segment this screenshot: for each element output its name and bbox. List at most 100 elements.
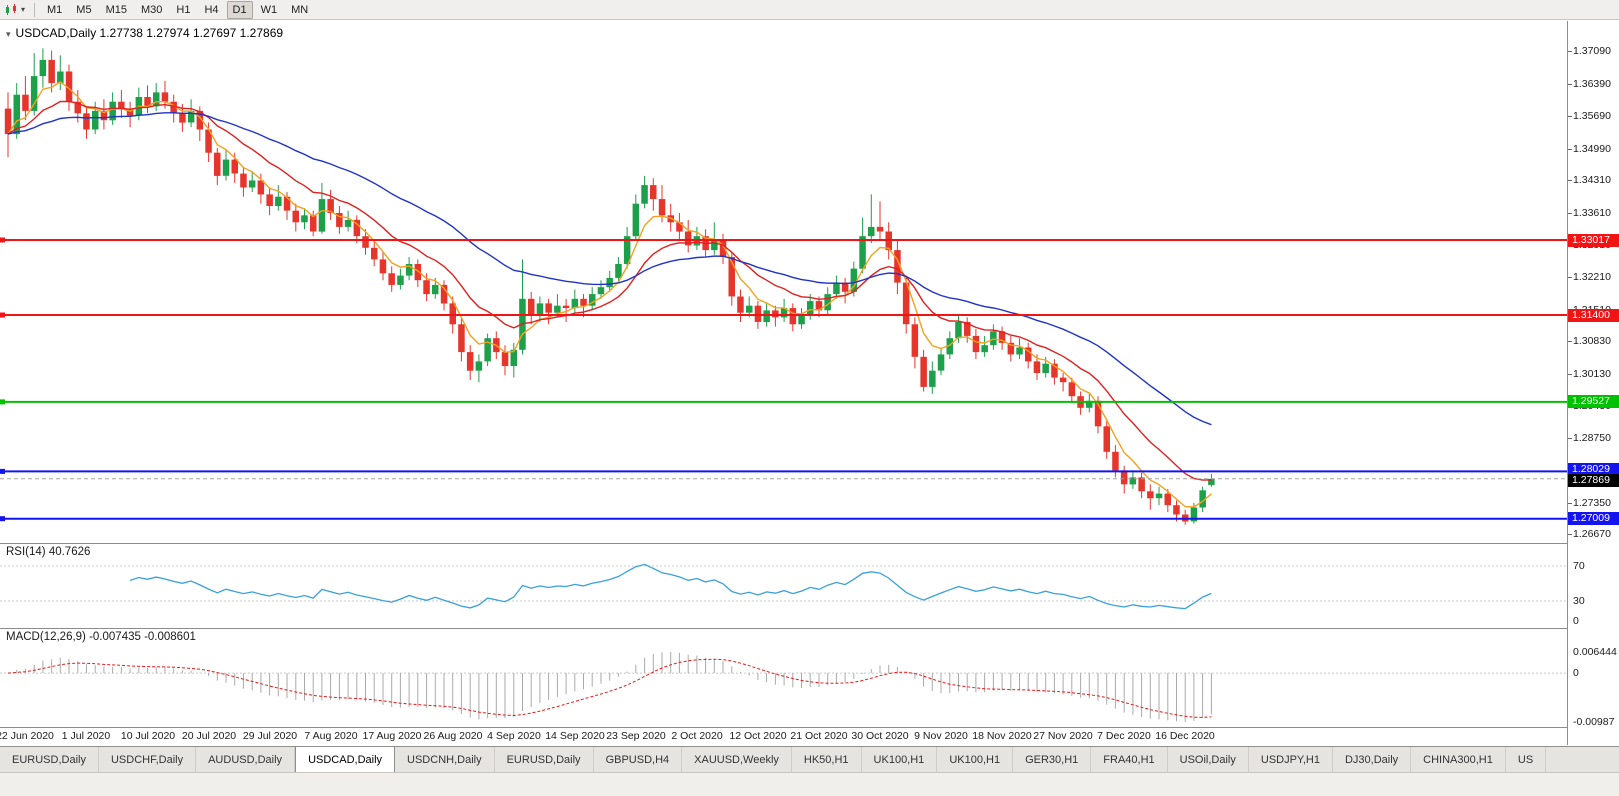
current-price-badge: 1.27869 xyxy=(1568,474,1619,487)
ma-34-line xyxy=(7,112,1212,426)
toolbar-separator xyxy=(34,2,36,17)
scale-tick-mark xyxy=(1568,438,1572,439)
scale-tick-mark xyxy=(1568,277,1572,278)
price-tick: 1.26670 xyxy=(1573,528,1611,540)
timeframe-button-h1[interactable]: H1 xyxy=(176,3,191,16)
scale-tick-mark xyxy=(1568,374,1572,375)
hline-price-badge: 1.33017 xyxy=(1568,234,1619,247)
chart-tab-fra40-h1[interactable]: FRA40,H1 xyxy=(1091,747,1168,772)
scale-tick-mark xyxy=(1568,180,1572,181)
chart-tab-usdchf-daily[interactable]: USDCHF,Daily xyxy=(99,747,197,772)
toolbar: ▾ M1 M5 M15 M30 H1 H4 D1 W1 MN xyxy=(0,0,1619,20)
ma-5-line xyxy=(7,81,1212,508)
macd-signal-line xyxy=(7,658,1212,718)
date-label: 2 Oct 2020 xyxy=(671,730,723,742)
price-tick: 1.37090 xyxy=(1573,45,1611,57)
price-tick: 1.28750 xyxy=(1573,432,1611,444)
timeframe-buttons: M1 M5 M15 M30 H1 H4 D1 W1 MN xyxy=(40,0,315,19)
chart-tab-us[interactable]: US xyxy=(1506,747,1547,772)
scale-tick-mark xyxy=(1568,503,1572,504)
scale-separator xyxy=(1567,21,1568,745)
chart-tab-hk50-h1[interactable]: HK50,H1 xyxy=(792,747,862,772)
timeframe-button-m1[interactable]: M1 xyxy=(47,3,63,16)
chart-tools-button[interactable]: ▾ xyxy=(0,1,29,19)
date-label: 20 Jul 2020 xyxy=(181,730,237,742)
date-label: 4 Sep 2020 xyxy=(487,730,541,742)
timeframe-button-m30[interactable]: M30 xyxy=(140,3,163,16)
hline-handle[interactable] xyxy=(0,516,5,522)
date-label: 14 Sep 2020 xyxy=(545,730,605,742)
status-bar xyxy=(0,772,1619,796)
timeframe-button-m15[interactable]: M15 xyxy=(105,3,127,16)
hline-price-badge: 1.27009 xyxy=(1568,512,1619,525)
chart-tab-audusd-daily[interactable]: AUDUSD,Daily xyxy=(196,747,296,772)
scale-tick-mark xyxy=(1568,149,1572,150)
rsi-scale-label: 30 xyxy=(1573,595,1585,607)
price-tick: 1.36390 xyxy=(1573,78,1611,90)
date-label: 17 Aug 2020 xyxy=(362,730,422,742)
chart-tab-eurusd-daily[interactable]: EURUSD,Daily xyxy=(495,747,594,772)
price-tick: 1.30130 xyxy=(1573,368,1611,380)
scale-tick-mark xyxy=(1568,84,1572,85)
timeframe-button-h4[interactable]: H4 xyxy=(204,3,219,16)
chart-tab-uk100-h1[interactable]: UK100,H1 xyxy=(937,747,1014,772)
rsi-line xyxy=(129,563,1212,610)
chart-tab-china300-h1[interactable]: CHINA300,H1 xyxy=(1411,747,1506,772)
timeframe-button-m5[interactable]: M5 xyxy=(76,3,92,16)
scale-tick-mark xyxy=(1568,534,1572,535)
date-label: 30 Oct 2020 xyxy=(851,730,909,742)
timeframe-button-d1[interactable]: D1 xyxy=(226,0,253,19)
hline-handle[interactable] xyxy=(0,399,5,405)
hline-price-badge: 1.28029 xyxy=(1568,463,1619,476)
rsi-scale-label: 70 xyxy=(1573,560,1585,572)
price-tick: 1.27350 xyxy=(1573,497,1611,509)
chart-canvas[interactable] xyxy=(0,21,1567,745)
chart-tab-dj30-daily[interactable]: DJ30,Daily xyxy=(1333,747,1412,772)
date-label: 7 Aug 2020 xyxy=(304,730,358,742)
scale-tick-mark xyxy=(1568,213,1572,214)
date-label: 27 Nov 2020 xyxy=(1033,730,1093,742)
macd-scale-label: 0.006444 xyxy=(1573,646,1617,658)
hline-handle[interactable] xyxy=(0,468,5,474)
date-label: 22 Jun 2020 xyxy=(0,730,54,742)
collapse-triangle-icon[interactable]: ▾ xyxy=(6,29,11,39)
hline-handle[interactable] xyxy=(0,312,5,318)
candles-layer xyxy=(4,48,1215,525)
hline-handle[interactable] xyxy=(0,237,5,243)
date-label: 7 Dec 2020 xyxy=(1097,730,1151,742)
hline-price-badge: 1.31400 xyxy=(1568,309,1619,322)
chart-tab-usoil-daily[interactable]: USOil,Daily xyxy=(1168,747,1249,772)
macd-label: MACD(12,26,9) -0.007435 -0.008601 xyxy=(6,631,196,643)
chart-tab-usdcnh-daily[interactable]: USDCNH,Daily xyxy=(395,747,495,772)
panel-separator-macd[interactable] xyxy=(0,628,1619,629)
chart-tab-xauusd-weekly[interactable]: XAUUSD,Weekly xyxy=(682,747,792,772)
macd-scale-label: 0 xyxy=(1573,667,1579,679)
chart-tab-ger30-h1[interactable]: GER30,H1 xyxy=(1013,747,1092,772)
price-tick: 1.34990 xyxy=(1573,143,1611,155)
chart-title: ▾ USDCAD,Daily 1.27738 1.27974 1.27697 1.… xyxy=(6,26,283,40)
price-tick: 1.30830 xyxy=(1573,335,1611,347)
date-label: 1 Jul 2020 xyxy=(61,730,111,742)
panel-separator-rsi[interactable] xyxy=(0,543,1619,544)
chart-tab-usdcad-daily[interactable]: USDCAD,Daily xyxy=(295,747,396,772)
axis-separator xyxy=(0,727,1619,728)
date-label: 18 Nov 2020 xyxy=(972,730,1032,742)
scale-tick-mark xyxy=(1568,116,1572,117)
price-scale[interactable]: 1.37090 1.36390 1.35690 1.34990 1.34310 1.336… xyxy=(1568,21,1619,745)
timeframe-button-w1[interactable]: W1 xyxy=(260,3,278,16)
chart-svg[interactable] xyxy=(0,21,1567,745)
price-tick: 1.35690 xyxy=(1573,110,1611,122)
chart-tab-eurusd-daily[interactable]: EURUSD,Daily xyxy=(0,747,99,772)
timeframe-button-mn[interactable]: MN xyxy=(291,3,309,16)
rsi-scale-label: 0 xyxy=(1573,615,1579,627)
date-label: 9 Nov 2020 xyxy=(914,730,968,742)
date-label: 29 Jul 2020 xyxy=(242,730,298,742)
ma-13-line xyxy=(7,100,1212,481)
chart-tab-uk100-h1[interactable]: UK100,H1 xyxy=(862,747,938,772)
chart-tab-usdjpy-h1[interactable]: USDJPY,H1 xyxy=(1249,747,1333,772)
scale-tick-mark xyxy=(1568,341,1572,342)
macd-scale-label: -0.00987 xyxy=(1573,716,1615,728)
chart-tab-gbpusd-h4[interactable]: GBPUSD,H4 xyxy=(594,747,683,772)
date-label: 10 Jul 2020 xyxy=(120,730,176,742)
